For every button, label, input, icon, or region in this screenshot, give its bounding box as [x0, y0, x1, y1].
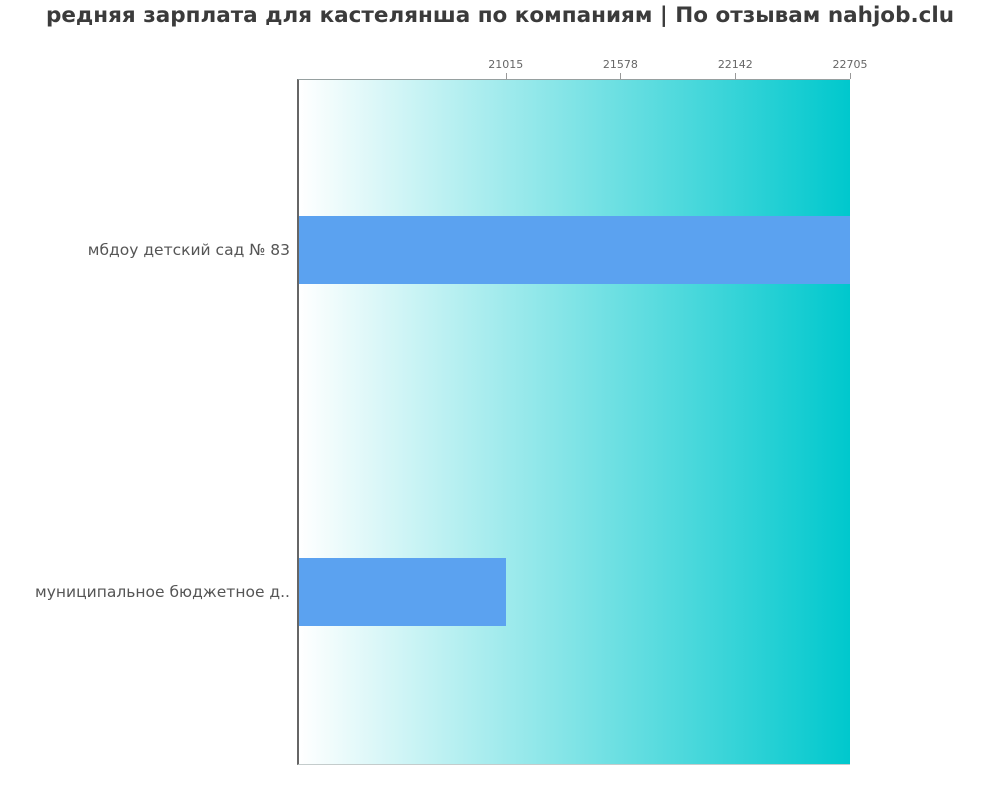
chart-title: редняя зарплата для кастелянша по компан… [45, 3, 955, 28]
x-tick-mark [735, 73, 737, 79]
bar [299, 558, 506, 626]
category-label: муниципальное бюджетное д.. [35, 583, 290, 601]
bar [299, 216, 850, 284]
x-tick-label: 21015 [488, 58, 524, 71]
category-label: мбдоу детский сад № 83 [87, 241, 290, 259]
x-tick-mark [850, 73, 851, 79]
x-tick-mark [620, 73, 622, 79]
x-tick-label: 22705 [832, 58, 868, 71]
plot-area [297, 79, 850, 765]
x-tick-mark [505, 73, 507, 79]
x-tick-label: 22142 [717, 58, 753, 71]
x-tick-label: 21578 [602, 58, 638, 71]
